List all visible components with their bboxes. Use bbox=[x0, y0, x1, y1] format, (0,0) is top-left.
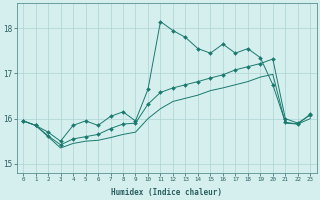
X-axis label: Humidex (Indice chaleur): Humidex (Indice chaleur) bbox=[111, 188, 222, 197]
